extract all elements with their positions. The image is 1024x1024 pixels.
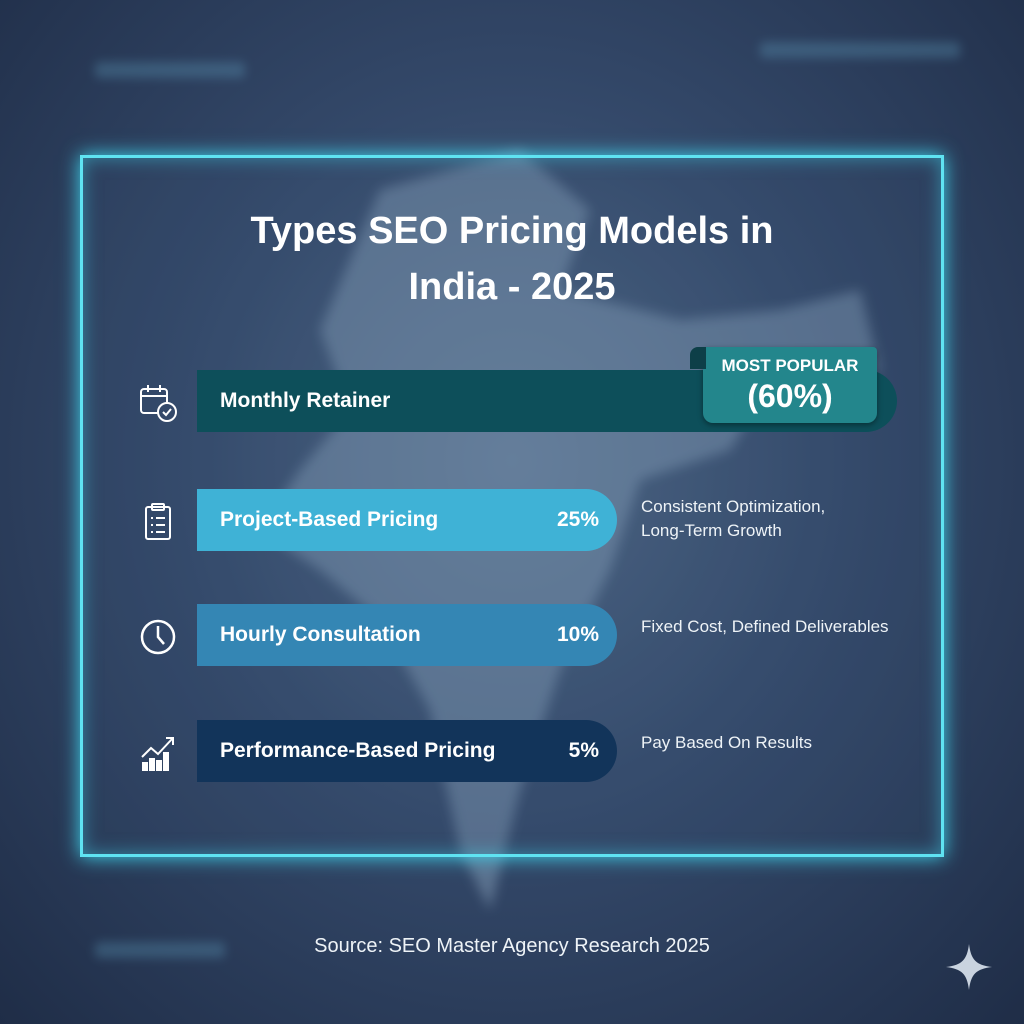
- bar-description: Fixed Cost, Defined Deliverables: [641, 617, 889, 636]
- sparkle-icon: [946, 944, 992, 990]
- clock-icon: [140, 619, 176, 655]
- desc-line: Long-Term Growth: [641, 521, 782, 540]
- bar-value-label: 25%: [556, 508, 599, 531]
- bar-row-hourly: Hourly Consultation 10% Fixed Cost, Defi…: [0, 604, 1024, 666]
- source-note: Source: SEO Master Agency Research 2025: [314, 935, 710, 957]
- desc-line: Consistent Optimization,: [641, 497, 826, 516]
- bar-label: Monthly Retainer: [220, 389, 391, 412]
- calendar-check-icon: [140, 385, 177, 422]
- title-line-1: Types SEO Pricing Models in: [250, 210, 774, 252]
- clipboard-list-icon: [145, 503, 171, 540]
- bar-label: Hourly Consultation: [220, 623, 421, 646]
- bar-row-project-based: Project-Based Pricing 25% Consistent Opt…: [0, 489, 1024, 551]
- bar-label: Project-Based Pricing: [220, 508, 439, 531]
- badge-fold: [690, 347, 706, 369]
- blurred-bg-text: [95, 62, 245, 78]
- bar-hourly-consultation: Hourly Consultation 10%: [197, 604, 617, 666]
- growth-chart-icon: [141, 737, 174, 771]
- badge-label: MOST POPULAR: [721, 356, 859, 375]
- chart-title: Types SEO Pricing Models in India - 2025: [0, 203, 1024, 315]
- blurred-bg-text: [760, 42, 960, 58]
- bar-label: Performance-Based Pricing: [220, 739, 496, 762]
- bar-description: Pay Based On Results: [641, 733, 813, 752]
- most-popular-badge: MOST POPULAR (60%): [690, 347, 877, 423]
- title-line-2: India - 2025: [408, 266, 616, 308]
- bar-performance-based: Performance-Based Pricing 5%: [197, 720, 617, 782]
- bar-description: Consistent Optimization, Long-Term Growt…: [641, 495, 825, 543]
- bar-value-label: (60%): [747, 378, 833, 414]
- bar-value-label: 5%: [568, 739, 599, 762]
- bar-row-performance: Performance-Based Pricing 5% Pay Based O…: [0, 720, 1024, 782]
- blurred-bg-text: [95, 942, 225, 958]
- bar-project-based: Project-Based Pricing 25%: [197, 489, 617, 551]
- bar-value-label: 10%: [556, 623, 599, 646]
